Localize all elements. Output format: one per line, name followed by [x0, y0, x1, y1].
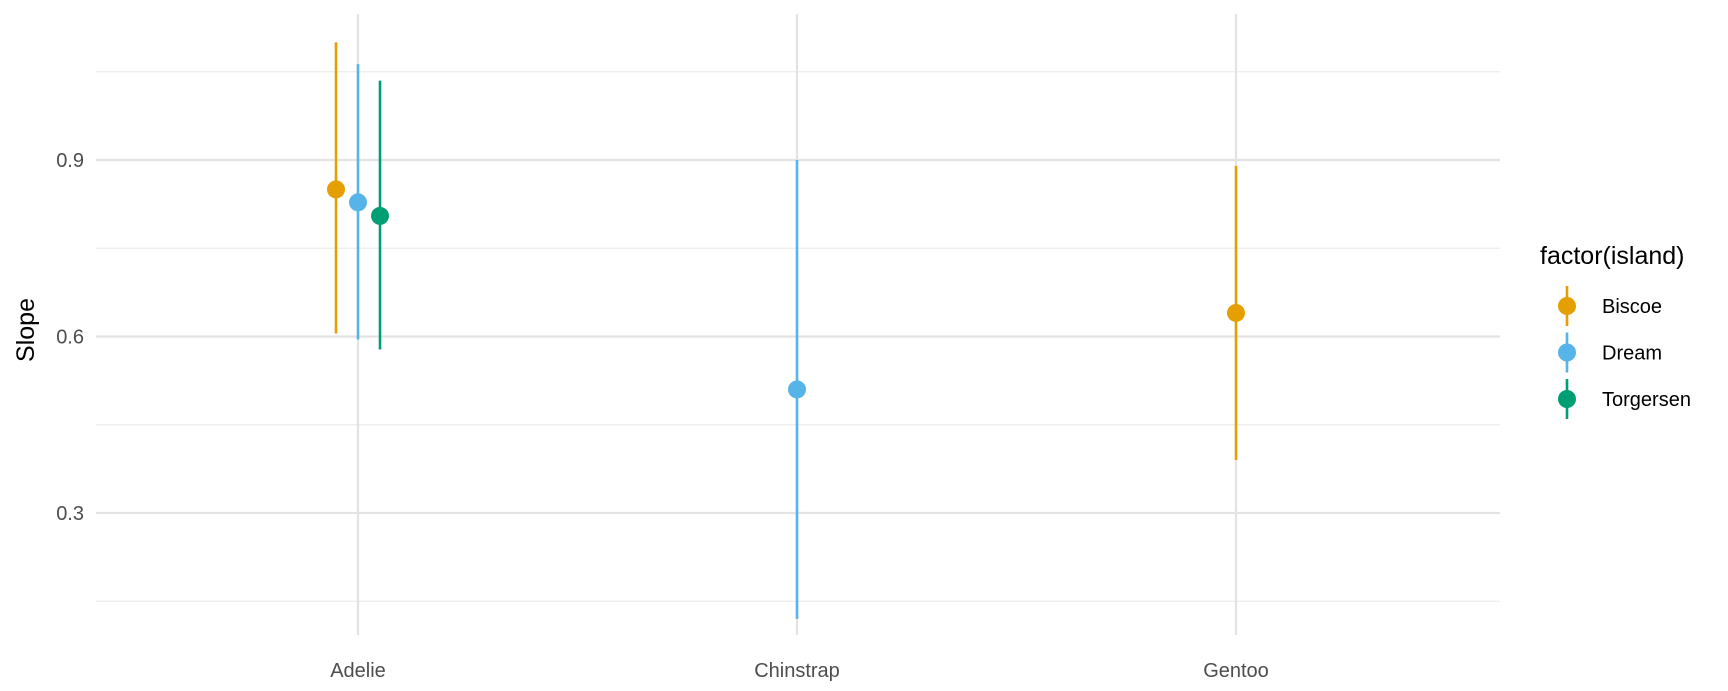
legend-key-point: [1558, 297, 1576, 315]
legend-key-point: [1558, 390, 1576, 408]
legend-label: Dream: [1602, 343, 1662, 365]
legend-items: Biscoe Dream Torgersen: [1558, 286, 1691, 419]
estimate-point: [371, 206, 389, 225]
estimate-point: [327, 180, 345, 199]
estimate-point: [1227, 303, 1245, 322]
y-axis-tick-labels: 0.3 0.6 0.9: [56, 150, 84, 525]
x-axis-tick-labels: Adelie Chinstrap Gentoo: [330, 660, 1269, 682]
x-tick-label: Gentoo: [1203, 660, 1269, 682]
x-tick-label: Chinstrap: [754, 660, 840, 682]
legend-key-point: [1558, 343, 1576, 362]
legend-label: Biscoe: [1602, 296, 1662, 318]
legend-title: factor(island): [1540, 242, 1685, 270]
legend-label: Torgersen: [1602, 389, 1691, 411]
point-ranges: [327, 42, 1245, 619]
estimate-point: [349, 193, 367, 212]
legend: factor(island) Biscoe Dream Torgersen: [1540, 242, 1691, 419]
y-tick-label: 0.9: [56, 150, 84, 172]
y-tick-label: 0.3: [56, 503, 84, 525]
y-tick-label: 0.6: [56, 327, 84, 349]
x-tick-label: Adelie: [330, 660, 386, 682]
estimate-point: [788, 380, 806, 399]
y-axis-title: Slope: [12, 298, 40, 362]
